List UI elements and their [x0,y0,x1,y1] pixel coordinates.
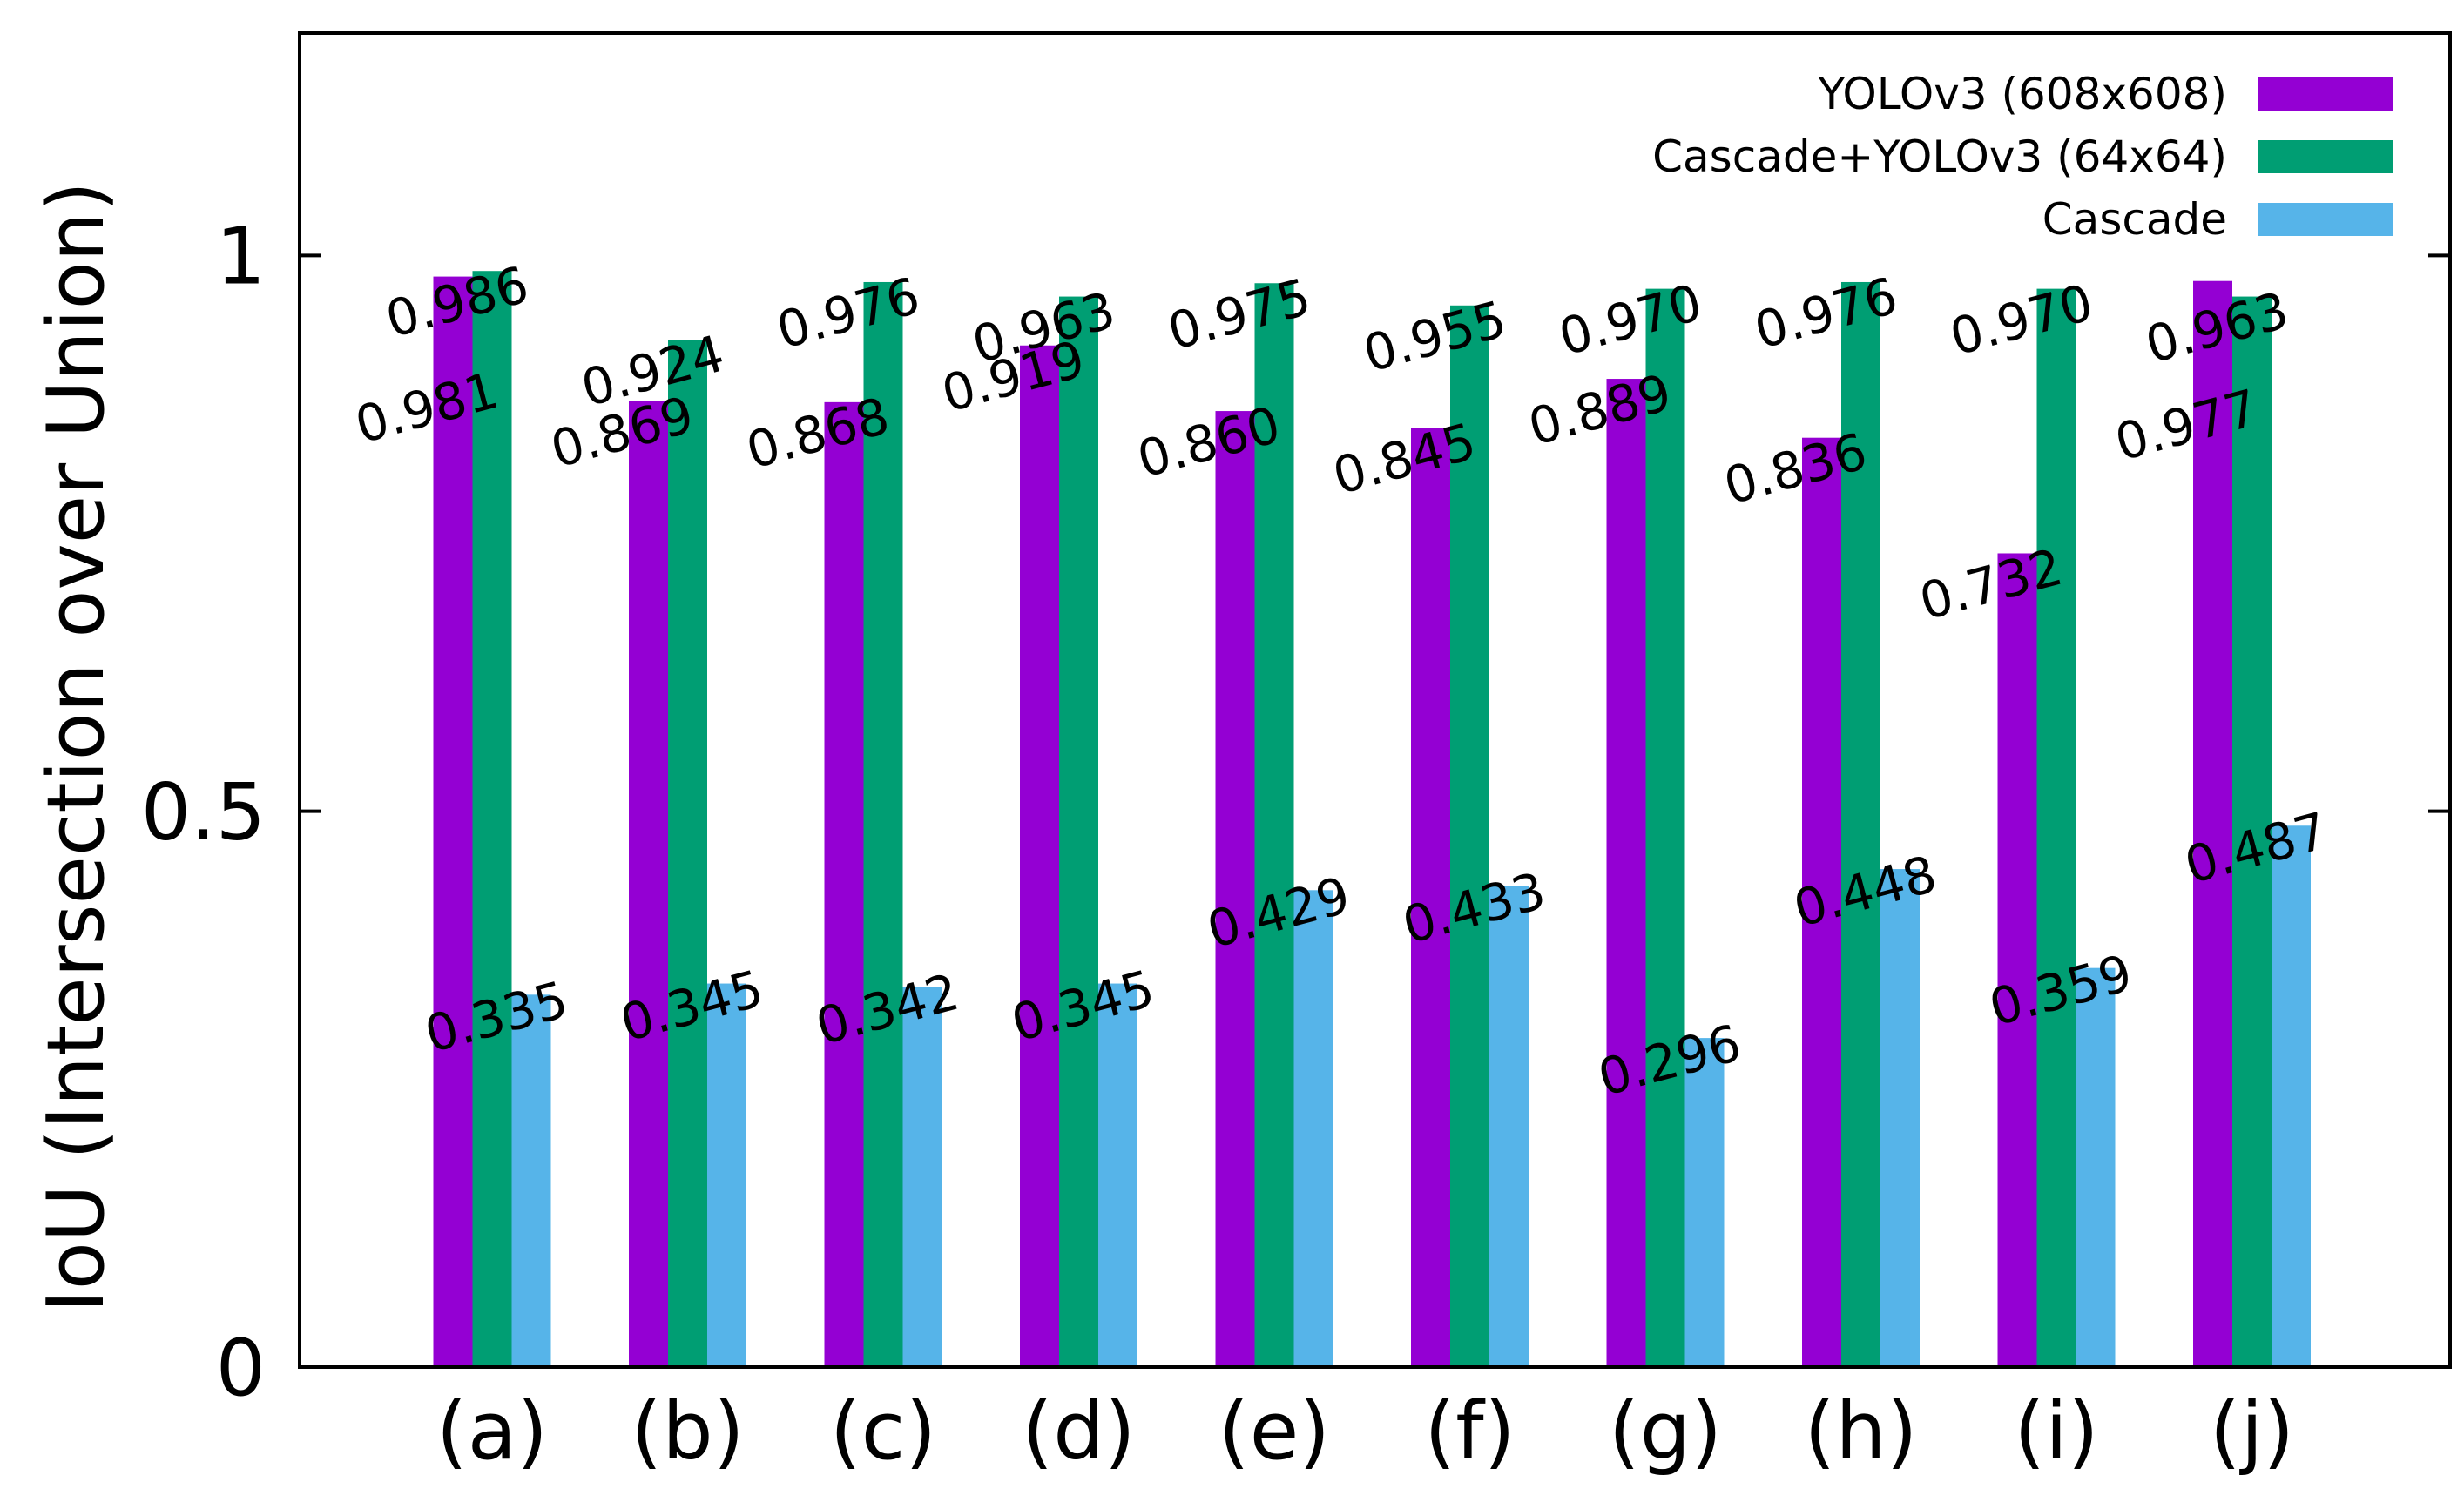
bar-1-e [1215,411,1255,1368]
x-tick-label-g: (g) [1609,1384,1722,1478]
legend-label-2: Cascade+YOLOv3 (64x64) [1652,131,2227,182]
x-tick-label-i: (i) [2014,1384,2098,1478]
legend-swatch-3 [2258,203,2393,236]
bar-3-b [707,983,746,1367]
x-tick-label-h: (h) [1804,1384,1917,1478]
bar-3-d [1098,983,1137,1367]
x-tick-label-f: (f) [1424,1384,1515,1478]
bar-3-g [1684,1038,1725,1367]
bar-3-e [1293,890,1333,1367]
bar-3-i [2076,967,2116,1367]
bar-2-j [2232,296,2272,1367]
bar-1-d [1020,345,1059,1367]
x-tick-label-e: (e) [1218,1384,1330,1478]
plot-frame [298,31,2452,1369]
bar-1-i [1997,553,2037,1367]
bar-1-f [1411,428,1450,1367]
bars-layer [433,271,2311,1368]
bar-3-a [511,994,551,1367]
bar-1-c [824,401,864,1368]
bar-2-a [472,271,512,1367]
x-tick-label-c: (c) [830,1384,936,1478]
bar-3-c [902,987,942,1367]
bar-2-e [1254,283,1294,1367]
bar-1-g [1606,379,1646,1367]
bar-1-j [2193,280,2232,1367]
x-tick-label-d: (d) [1022,1384,1135,1478]
y-axis-title: IoU (Intersection over Union) [30,181,122,1313]
legend-label-3: Cascade [2042,194,2227,245]
bar-2-i [2036,288,2076,1368]
bar-2-b [668,340,707,1367]
x-tick-label-j: (j) [2210,1384,2294,1478]
bar-1-a [433,276,473,1368]
legend: YOLOv3 (608x608) Cascade+YOLOv3 (64x64) Ca… [1652,69,2393,245]
y-tick-label-0: 0 [216,1323,266,1414]
bar-3-j [2272,825,2311,1367]
bar-2-h [1841,281,1880,1367]
legend-swatch-2 [2258,140,2393,173]
y-tick-label-1: 0.5 [141,767,266,859]
bar-2-g [1645,288,1685,1368]
bar-1-h [1802,437,1841,1367]
legend-swatch-1 [2258,77,2393,111]
x-tick-label-a: (a) [436,1384,548,1478]
y-tick-label-2: 1 [216,211,266,302]
bar-2-c [863,281,903,1367]
bar-2-f [1450,305,1489,1367]
bar-1-b [629,401,668,1367]
ticks-layer: 0 0.5 1 (a) (b) (c) (d) (e) (f) (g) (h) (i) (j) [141,211,2450,1478]
x-tick-label-b: (b) [631,1384,744,1478]
legend-label-1: YOLOv3 (608x608) [1818,69,2227,119]
bar-3-h [1880,869,1920,1367]
bar-3-f [1489,886,1529,1367]
bar-2-d [1059,296,1098,1367]
